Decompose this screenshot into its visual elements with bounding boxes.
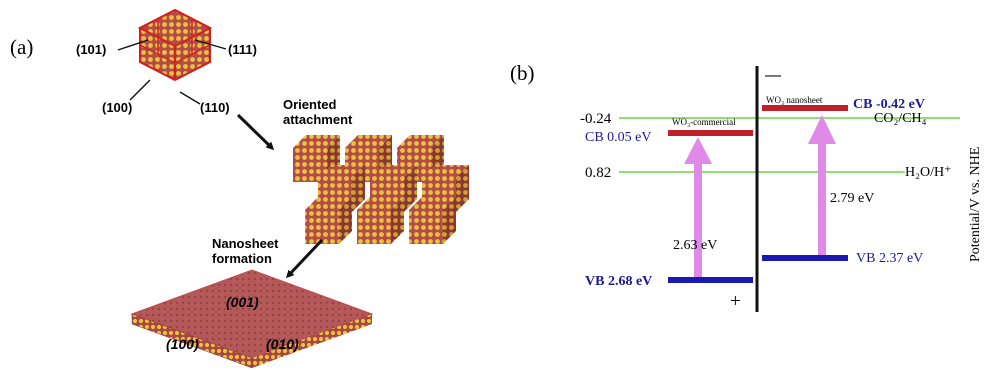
panel-a-label: (a): [10, 35, 33, 59]
small-cube: [305, 197, 352, 244]
potential-axis-label: Potential/V vs. NHE: [968, 147, 983, 262]
small-cube: [409, 197, 456, 244]
sheet-facet-100: (100): [166, 336, 199, 352]
oriented-label-line2: attachment: [283, 112, 353, 127]
nanosheet-gap-label: 2.79 eV: [830, 191, 874, 206]
h2o-h-label: H₂O/H⁺: [905, 165, 952, 180]
co2-ch4-label: CO₂/CH₄: [874, 111, 927, 126]
nanosheet-gap-arrow: [808, 115, 836, 255]
formation-label-line1: Nanosheet: [212, 236, 279, 251]
panel-b-label: (b): [510, 61, 535, 85]
facet-110-pointer: [179, 91, 201, 105]
sheet-facet-010: (010): [266, 336, 299, 352]
plus-sign: +: [730, 291, 741, 312]
crystal-polyhedron: [137, 8, 213, 82]
co2-level-value: -0.24: [580, 111, 612, 127]
nanosheet-formation-arrow: [285, 238, 324, 279]
commercial-gap-arrow: [684, 137, 712, 277]
formation-label-line2: formation: [212, 251, 272, 266]
facet-100-pointer: [129, 79, 151, 101]
facet-100-label: (100): [102, 100, 132, 115]
facet-101-pointer: [117, 39, 149, 51]
facet-110-label: (110): [200, 100, 230, 115]
minus-sign: —: [765, 67, 781, 84]
nanosheet-cb-label: CB -0.42 eV: [853, 97, 925, 112]
facet-111-pointer: [194, 39, 227, 50]
commercial-vb-label: VB 2.68 eV: [585, 274, 652, 289]
facet-101-label: (101): [76, 42, 106, 57]
oriented-label-line1: Oriented: [283, 97, 337, 112]
oriented-attachment-arrow: [236, 113, 275, 151]
nanosheet-slab: [130, 269, 374, 369]
facet-111-label: (111): [228, 42, 257, 57]
commercial-cb-label: CB 0.05 eV: [585, 130, 652, 145]
sheet-facet-001: (001): [226, 294, 259, 310]
cube-cluster: [293, 135, 469, 244]
commercial-name: WO₃-commercial: [672, 117, 736, 127]
nanosheet-name: WO₃ nanosheet: [766, 95, 823, 105]
small-cube: [357, 197, 404, 244]
commercial-gap-label: 2.63 eV: [673, 238, 717, 253]
nanosheet-vb-label: VB 2.37 eV: [856, 251, 923, 266]
h2o-level-value: 0.82: [585, 165, 611, 181]
